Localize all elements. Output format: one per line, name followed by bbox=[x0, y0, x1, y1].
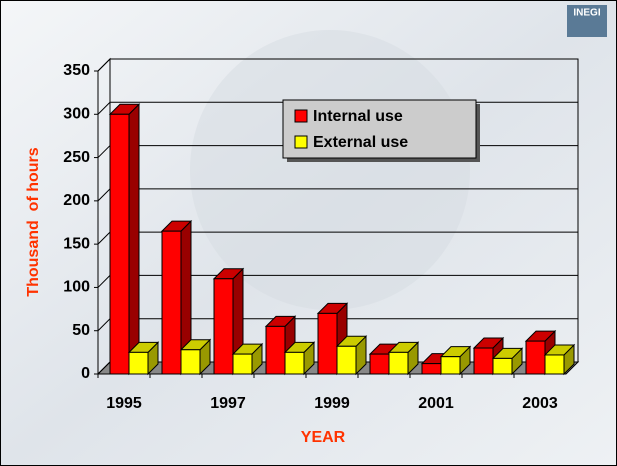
legend-swatch bbox=[294, 135, 308, 149]
y-tick-label: 50 bbox=[72, 322, 90, 339]
legend-label: External use bbox=[313, 134, 408, 151]
logo-box bbox=[567, 5, 607, 37]
bar bbox=[180, 349, 201, 375]
globe-decoration bbox=[190, 30, 470, 310]
logo: INEGI bbox=[573, 8, 600, 19]
y-axis-title: Thousand of hours bbox=[25, 147, 42, 296]
bar bbox=[388, 351, 409, 375]
y-tick-label: 250 bbox=[63, 149, 90, 166]
y-tick-label: 0 bbox=[81, 365, 90, 382]
bar bbox=[421, 363, 442, 375]
x-tick-label: 2003 bbox=[522, 395, 558, 412]
bar bbox=[284, 351, 305, 375]
bar bbox=[317, 312, 338, 375]
bar bbox=[492, 357, 513, 375]
bar bbox=[109, 113, 130, 375]
grid-line bbox=[97, 58, 578, 72]
x-tick-label: 1999 bbox=[314, 395, 350, 412]
y-tick-label: 150 bbox=[63, 235, 90, 252]
y-tick-label: 300 bbox=[63, 106, 90, 123]
y-tick-label: 200 bbox=[63, 192, 90, 209]
bar bbox=[473, 347, 494, 375]
bar-side bbox=[128, 103, 140, 376]
bar bbox=[161, 230, 182, 375]
bar bbox=[369, 353, 390, 375]
legend-swatch bbox=[294, 109, 308, 123]
x-tick-label: 1995 bbox=[106, 395, 142, 412]
bar bbox=[525, 340, 546, 375]
bar bbox=[544, 354, 565, 375]
bar bbox=[128, 351, 149, 375]
bar bbox=[336, 345, 357, 375]
bar bbox=[232, 353, 253, 375]
legend-label: Internal use bbox=[313, 108, 403, 125]
bar bbox=[440, 356, 461, 375]
legend bbox=[282, 99, 477, 159]
x-tick-label: 1997 bbox=[210, 395, 246, 412]
plot-area: 0 50 100 150 200 250 300 350 1995 1997 1999 2001 200… bbox=[63, 57, 580, 412]
y-tick-label: 350 bbox=[63, 62, 90, 79]
x-axis-title: YEAR bbox=[301, 429, 346, 446]
bar bbox=[265, 325, 286, 375]
bar bbox=[213, 278, 234, 375]
x-tick-label: 2001 bbox=[418, 395, 454, 412]
y-tick-label: 100 bbox=[63, 279, 90, 296]
